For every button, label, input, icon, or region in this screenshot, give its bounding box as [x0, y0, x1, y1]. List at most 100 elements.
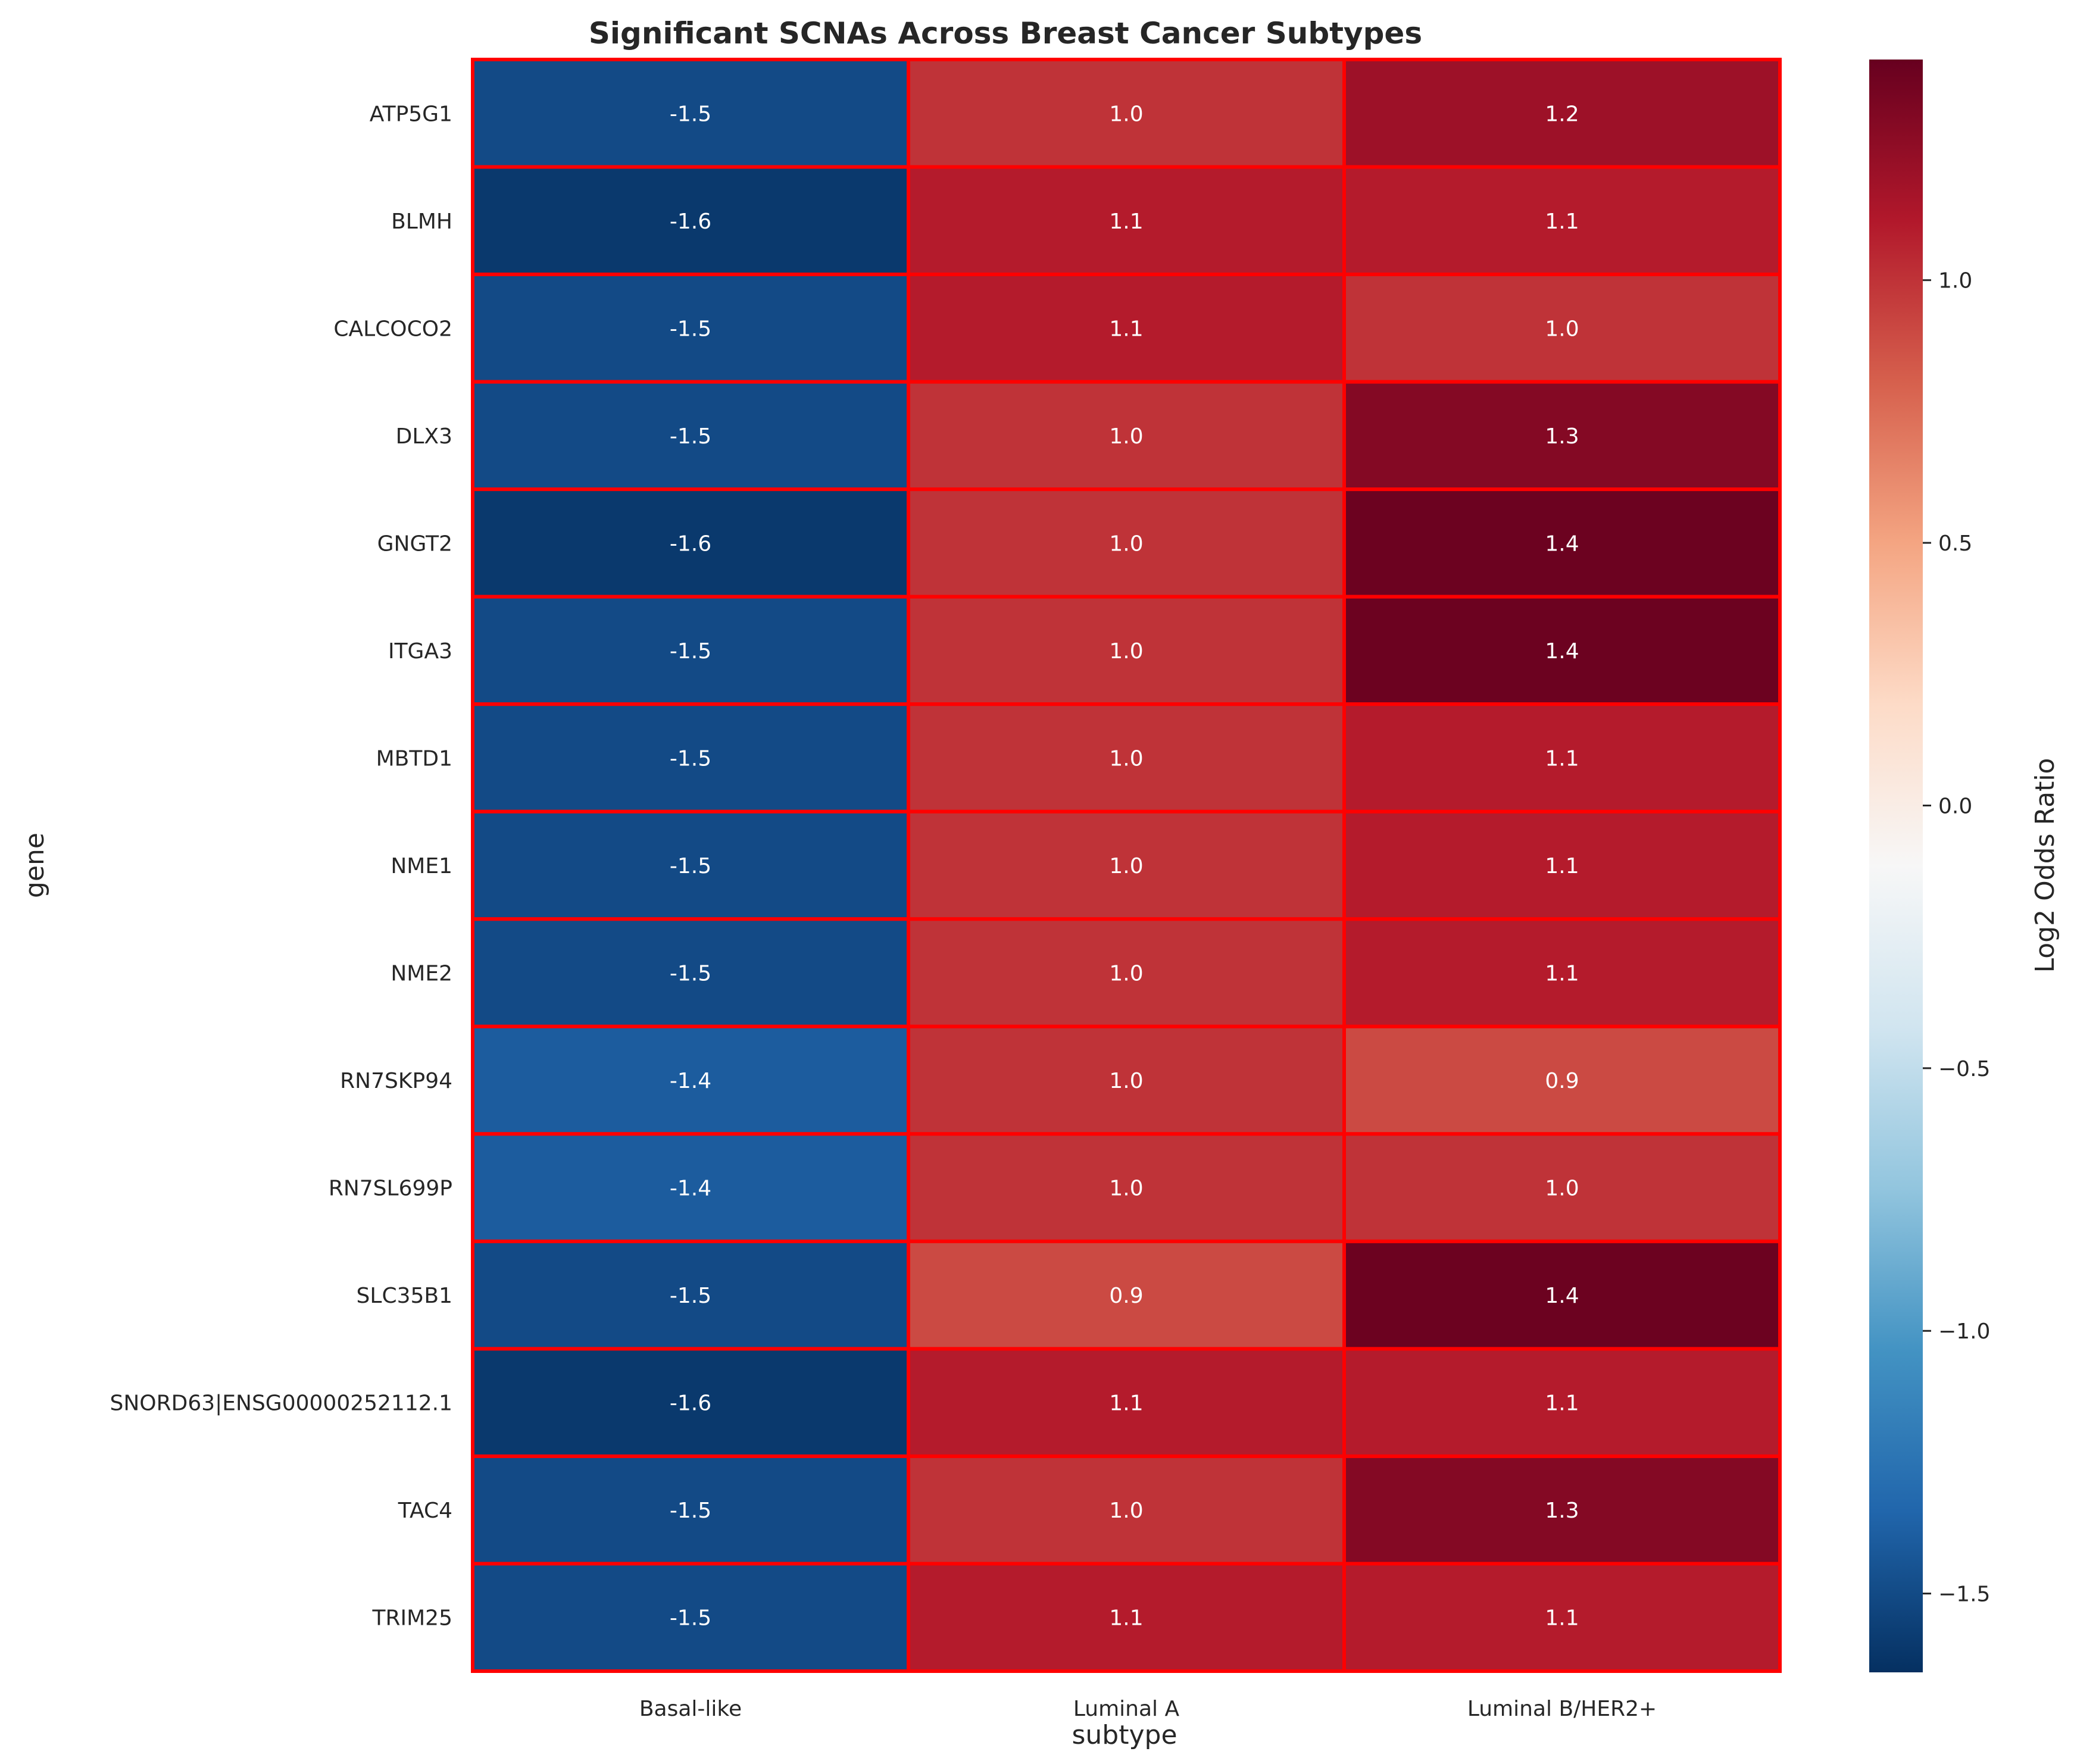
- y-tick-label: GNGT2: [377, 531, 452, 556]
- cell-value-label: -1.5: [670, 424, 711, 449]
- cell-value-label: 1.1: [1545, 209, 1579, 234]
- cell-value-label: -1.6: [670, 209, 711, 234]
- heatmap-cell: [1342, 1454, 1782, 1566]
- cell-value-label: 1.1: [1545, 746, 1579, 771]
- heatmap-cell: [1342, 1347, 1782, 1458]
- colorbar-ticks: 1.0 0.5 0.0 −0.5 −1.0 −1.5: [1923, 269, 1990, 1607]
- cell-value-label: -1.4: [670, 1069, 711, 1093]
- heatmap-cell: [1342, 809, 1782, 921]
- heatmap-cell: [471, 1347, 910, 1458]
- heatmap-cell: [907, 702, 1346, 814]
- cell-value-label: -1.5: [670, 746, 711, 771]
- cell-value-label: 1.0: [1109, 746, 1143, 771]
- y-tick-label: BLMH: [391, 209, 452, 234]
- colorbar-tick-label: −1.0: [1938, 1319, 1990, 1344]
- cell-value-label: 1.1: [1545, 1606, 1579, 1631]
- cell-value-label: 1.0: [1109, 1177, 1143, 1201]
- cell-value-label: 1.1: [1109, 317, 1143, 341]
- cell-value-label: 1.1: [1545, 854, 1579, 878]
- colorbar-tick-label: 0.5: [1938, 531, 1972, 556]
- heatmap-cell: [471, 380, 910, 492]
- y-tick-label: ITGA3: [388, 639, 452, 664]
- cell-value-label: -1.5: [670, 854, 711, 878]
- heatmap-cell: [471, 702, 910, 814]
- heatmap-cell: [1342, 1562, 1782, 1673]
- heatmap-cell: [1342, 1024, 1782, 1136]
- colorbar: [1869, 60, 1923, 1672]
- x-tick-labels: Basal-like Luminal A Luminal B/HER2+: [639, 1697, 1657, 1721]
- heatmap-cell: [471, 595, 910, 706]
- heatmap-cell: [1342, 702, 1782, 814]
- heatmap-cell: [1342, 380, 1782, 492]
- cell-value-label: -1.5: [670, 1284, 711, 1308]
- cell-value-label: 1.4: [1545, 531, 1579, 556]
- cell-value-label: -1.6: [670, 1391, 711, 1416]
- heatmap-cell: [907, 1024, 1346, 1136]
- cell-value-label: 0.9: [1109, 1284, 1143, 1308]
- heatmap-cell: [471, 1454, 910, 1566]
- x-tick-label: Basal-like: [639, 1697, 742, 1721]
- y-tick-label: TRIM25: [372, 1606, 453, 1631]
- cell-value-label: -1.4: [670, 1177, 711, 1201]
- cell-value-label: 1.1: [1109, 1606, 1143, 1631]
- cell-value-label: -1.5: [670, 639, 711, 664]
- y-tick-label: TAC4: [398, 1499, 452, 1523]
- heatmap-cell: [907, 487, 1346, 599]
- cell-value-label: 1.0: [1109, 1069, 1143, 1093]
- heatmap-cell: [471, 1132, 910, 1243]
- cell-value-label: 1.3: [1545, 1499, 1579, 1523]
- colorbar-tick-label: 1.0: [1938, 269, 1972, 293]
- cell-value-label: -1.5: [670, 102, 711, 126]
- cell-value-label: -1.5: [670, 1499, 711, 1523]
- y-tick-labels: ATP5G1 BLMH CALCOCO2 DLX3 GNGT2 ITGA3 MBTD1 NME…: [110, 102, 452, 1630]
- y-axis-label: gene: [20, 833, 50, 898]
- cell-value-label: 1.2: [1545, 102, 1579, 126]
- y-tick-label: SLC35B1: [357, 1284, 452, 1308]
- y-tick-label: MBTD1: [376, 746, 452, 771]
- cell-value-label: 1.4: [1545, 639, 1579, 664]
- heatmap-cell: [471, 809, 910, 921]
- cell-value-label: 1.0: [1109, 962, 1143, 986]
- cell-value-label: 1.1: [1109, 209, 1143, 234]
- cell-value-label: 1.1: [1545, 1391, 1579, 1416]
- x-axis-label: subtype: [1072, 1720, 1177, 1750]
- cell-value-label: 1.3: [1545, 424, 1579, 449]
- heatmap-cells: -1.5 1.0 1.2 -1.6 1.1 1.1 -1.5 1.1 1.0 -1.5 1.0 1.3…: [471, 58, 1782, 1673]
- cell-value-label: 1.0: [1109, 531, 1143, 556]
- heatmap-cell: [907, 595, 1346, 706]
- x-tick-label: Luminal B/HER2+: [1467, 1697, 1657, 1721]
- heatmap-cell: [1342, 595, 1782, 706]
- heatmap-cell: [1342, 58, 1782, 169]
- heatmap-cell: [1342, 917, 1782, 1028]
- colorbar-label: Log2 Odds Ratio: [2030, 758, 2060, 973]
- cell-value-label: 1.1: [1109, 1391, 1143, 1416]
- cell-value-label: -1.5: [670, 317, 711, 341]
- cell-value-label: 1.0: [1545, 317, 1579, 341]
- y-tick-label: NME1: [391, 854, 452, 878]
- cell-value-label: -1.5: [670, 1606, 711, 1631]
- heatmap-cell: [471, 1562, 910, 1673]
- heatmap-cell: [1342, 165, 1782, 277]
- y-tick-label: ATP5G1: [370, 102, 452, 126]
- cell-value-label: 1.0: [1109, 424, 1143, 449]
- cell-value-label: 1.0: [1545, 1177, 1579, 1201]
- y-tick-label: RN7SKP94: [340, 1069, 452, 1093]
- y-tick-label: CALCOCO2: [333, 317, 452, 341]
- y-tick-label: DLX3: [396, 424, 452, 449]
- colorbar-tick-label: −0.5: [1938, 1057, 1990, 1081]
- y-tick-label: RN7SL699P: [329, 1177, 452, 1201]
- heatmap-cell: [907, 809, 1346, 921]
- y-tick-label: NME2: [391, 962, 452, 986]
- cell-value-label: 1.0: [1109, 639, 1143, 664]
- heatmap-cell: [907, 58, 1346, 169]
- x-tick-label: Luminal A: [1073, 1697, 1180, 1721]
- cell-value-label: 0.9: [1545, 1069, 1579, 1093]
- chart-title: Significant SCNAs Across Breast Cancer S…: [589, 16, 1422, 51]
- heatmap-cell: [1342, 1239, 1782, 1351]
- cell-value-label: 1.0: [1109, 1499, 1143, 1523]
- cell-value-label: -1.5: [670, 962, 711, 986]
- colorbar-tick-label: −1.5: [1938, 1582, 1990, 1607]
- colorbar-tick-label: 0.0: [1938, 794, 1972, 818]
- heatmap-cell: [471, 1024, 910, 1136]
